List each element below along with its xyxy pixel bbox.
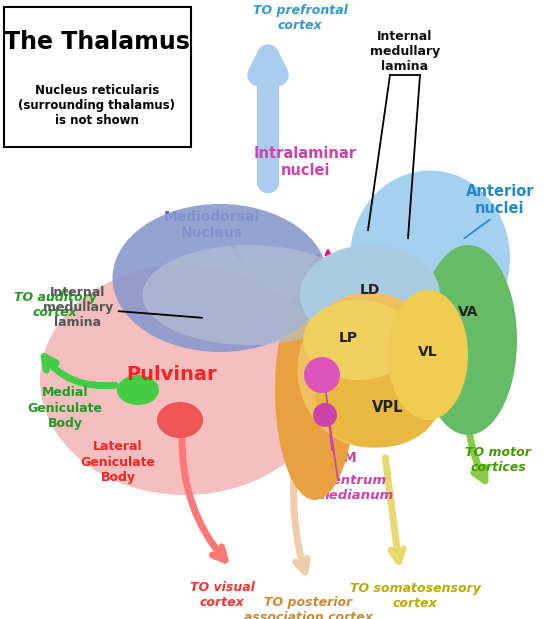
- Text: Anterior
nuclei: Anterior nuclei: [466, 184, 534, 216]
- Ellipse shape: [298, 293, 443, 448]
- Text: TO visual
cortex: TO visual cortex: [190, 581, 255, 609]
- Text: VPM: VPM: [323, 451, 358, 465]
- Text: TO auditory
cortex: TO auditory cortex: [14, 291, 96, 319]
- Ellipse shape: [388, 290, 468, 420]
- Text: VL: VL: [418, 345, 438, 359]
- Text: Mediodorsal
Nucleus: Mediodorsal Nucleus: [164, 210, 260, 240]
- Ellipse shape: [40, 265, 330, 495]
- Ellipse shape: [157, 402, 203, 438]
- Text: The Thalamus: The Thalamus: [4, 30, 190, 54]
- Ellipse shape: [419, 245, 517, 435]
- Text: Internal
medullary
lamina: Internal medullary lamina: [370, 30, 440, 74]
- Text: Centrum
medianum: Centrum medianum: [316, 474, 394, 502]
- Ellipse shape: [300, 245, 440, 345]
- Ellipse shape: [113, 204, 327, 352]
- Ellipse shape: [350, 170, 510, 345]
- Text: Medial
Geniculate
Body: Medial Geniculate Body: [28, 386, 102, 430]
- Text: TO posterior
association cortex: TO posterior association cortex: [244, 596, 372, 619]
- Text: Pulvinar: Pulvinar: [126, 365, 217, 384]
- Text: Nucleus reticularis
(surrounding thalamus)
is not shown: Nucleus reticularis (surrounding thalamu…: [19, 84, 175, 126]
- Text: TO somatosensory
cortex: TO somatosensory cortex: [350, 582, 481, 610]
- Circle shape: [313, 403, 337, 427]
- Text: LP: LP: [338, 331, 358, 345]
- Text: TO prefrontal
cortex: TO prefrontal cortex: [252, 4, 348, 32]
- Text: VA: VA: [458, 305, 478, 319]
- Text: Intralaminar
nuclei: Intralaminar nuclei: [254, 146, 356, 178]
- FancyBboxPatch shape: [4, 7, 191, 147]
- Text: Lateral
Geniculate
Body: Lateral Geniculate Body: [80, 441, 156, 483]
- Ellipse shape: [303, 300, 413, 380]
- Text: TO motor
cortices: TO motor cortices: [465, 446, 531, 474]
- Ellipse shape: [117, 375, 159, 405]
- Ellipse shape: [275, 280, 355, 500]
- Circle shape: [304, 357, 340, 393]
- Ellipse shape: [316, 352, 441, 448]
- Text: Internal
medullary
lamina: Internal medullary lamina: [43, 287, 202, 329]
- Ellipse shape: [142, 245, 358, 345]
- Text: VPL: VPL: [372, 400, 404, 415]
- Text: LD: LD: [360, 283, 380, 297]
